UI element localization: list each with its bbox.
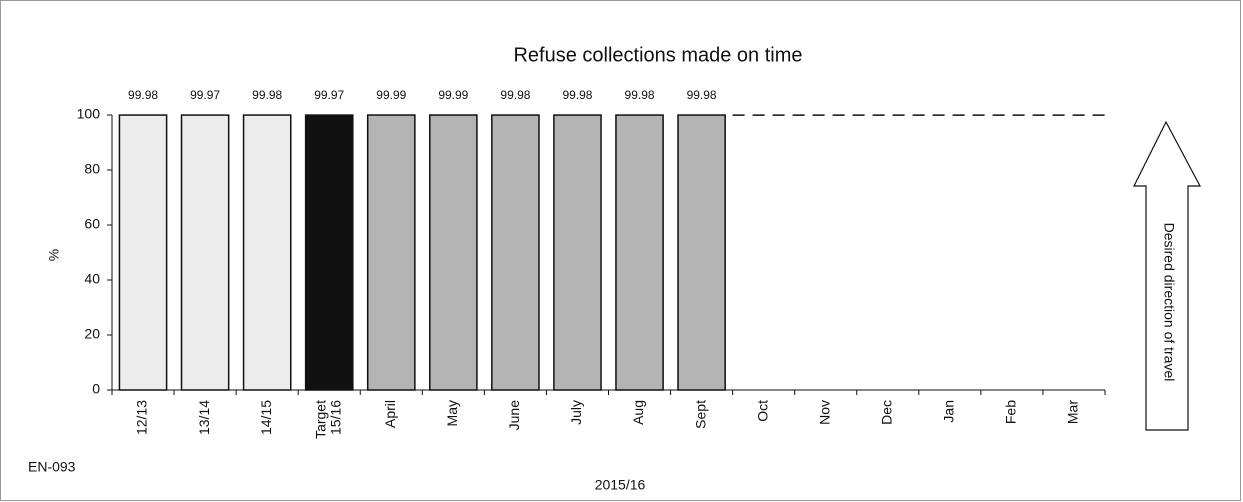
x-tick-label: June	[506, 400, 522, 431]
y-tick-label: 60	[84, 216, 100, 232]
x-tick-label: Aug	[630, 400, 646, 425]
x-tick-label: May	[444, 400, 460, 426]
y-tick-label: 0	[92, 381, 100, 397]
bar	[491, 114, 540, 391]
x-tick-label: 14/15	[258, 400, 274, 435]
value-label: 99.98	[687, 88, 717, 102]
bar	[429, 114, 478, 391]
chart-title: Refuse collections made on time	[513, 44, 802, 66]
value-label: 99.97	[314, 88, 344, 102]
value-label: 99.98	[562, 88, 592, 102]
bar	[180, 114, 230, 391]
direction-label: Desired direction of travel	[1161, 223, 1177, 382]
x-tick-label: Jan	[941, 400, 957, 423]
x-tick-label: July	[568, 400, 584, 425]
bar	[553, 114, 602, 391]
value-label: 99.98	[128, 88, 158, 102]
x-axis-label: 2015/16	[595, 477, 646, 493]
bar	[242, 114, 292, 391]
direction-arrow	[1133, 120, 1201, 431]
y-tick-label: 80	[84, 161, 100, 177]
bar	[118, 114, 168, 391]
x-tick-label: Nov	[816, 400, 832, 425]
x-tick-label: Sept	[692, 400, 708, 429]
y-tick-label: 20	[84, 326, 100, 342]
value-label: 99.98	[500, 88, 530, 102]
y-tick-label: 40	[84, 271, 100, 287]
value-label: 99.99	[438, 88, 468, 102]
x-tick-label: 12/13	[134, 400, 150, 435]
bar	[304, 114, 354, 391]
y-axis-label: %	[46, 249, 62, 261]
value-label: 99.99	[376, 88, 406, 102]
chart-code: EN-093	[28, 459, 76, 475]
value-label: 99.98	[625, 88, 655, 102]
x-tick-label: Oct	[754, 400, 770, 422]
x-tick-label: Feb	[1003, 400, 1019, 424]
bar	[615, 114, 664, 391]
x-tick-label: Target15/16	[312, 400, 343, 439]
x-tick-label: 13/14	[196, 400, 212, 435]
bar	[366, 114, 416, 391]
x-tick-label: Mar	[1065, 400, 1081, 424]
value-label: 99.97	[190, 88, 220, 102]
value-label: 99.98	[252, 88, 282, 102]
x-tick-label: Dec	[878, 400, 894, 425]
bar	[677, 114, 726, 391]
x-tick-label: April	[382, 400, 398, 428]
y-tick-label: 100	[77, 106, 101, 122]
